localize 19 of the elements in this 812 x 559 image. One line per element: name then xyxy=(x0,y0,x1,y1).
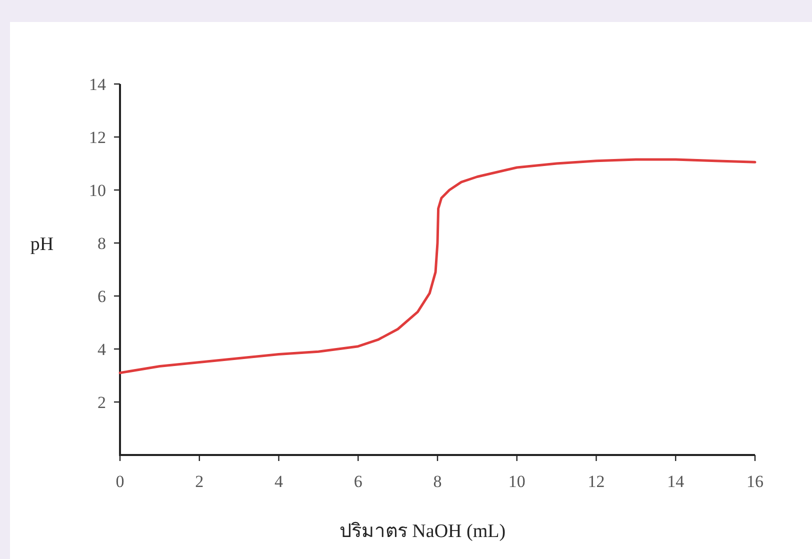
x-tick-label: 8 xyxy=(433,472,442,491)
x-tick-label: 10 xyxy=(508,472,526,491)
y-tick-label: 6 xyxy=(98,287,106,306)
x-tick-label: 4 xyxy=(274,472,284,491)
y-tick-label: 10 xyxy=(89,181,106,200)
y-tick-label: 12 xyxy=(89,128,106,147)
x-tick-label: 0 xyxy=(116,472,124,491)
y-tick-label: 4 xyxy=(98,340,106,359)
y-tick-label: 14 xyxy=(89,75,106,94)
x-axis-title: ปริมาตร NaOH (mL) xyxy=(339,521,506,542)
y-tick-label: 8 xyxy=(98,234,106,253)
x-tick-label: 12 xyxy=(588,472,605,491)
x-tick-label: 6 xyxy=(354,472,362,491)
y-tick-label: 2 xyxy=(98,393,106,412)
x-tick-label: 2 xyxy=(195,472,204,491)
x-tick-label: 14 xyxy=(667,472,685,491)
y-axis-title: pH xyxy=(30,234,54,255)
line-series xyxy=(118,158,756,374)
x-tick-label: 16 xyxy=(746,472,764,491)
